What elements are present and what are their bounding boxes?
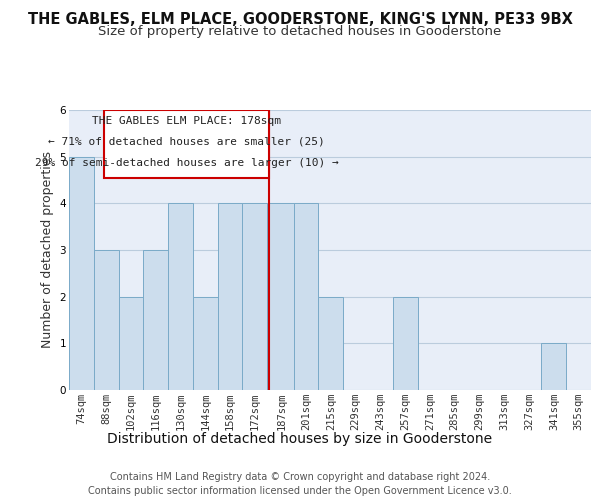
Text: Distribution of detached houses by size in Gooderstone: Distribution of detached houses by size … bbox=[107, 432, 493, 446]
Text: THE GABLES ELM PLACE: 178sqm: THE GABLES ELM PLACE: 178sqm bbox=[92, 116, 281, 126]
Bar bbox=[193, 296, 218, 390]
Bar bbox=[143, 250, 168, 390]
Bar bbox=[294, 204, 319, 390]
Bar bbox=[94, 250, 119, 390]
Text: 29% of semi-detached houses are larger (10) →: 29% of semi-detached houses are larger (… bbox=[35, 158, 338, 168]
Bar bbox=[104, 110, 269, 178]
Bar bbox=[393, 296, 418, 390]
Text: ← 71% of detached houses are smaller (25): ← 71% of detached houses are smaller (25… bbox=[48, 136, 325, 146]
Bar bbox=[269, 204, 294, 390]
Bar bbox=[242, 204, 267, 390]
Bar bbox=[319, 296, 343, 390]
Text: Size of property relative to detached houses in Gooderstone: Size of property relative to detached ho… bbox=[98, 25, 502, 38]
Text: Contains HM Land Registry data © Crown copyright and database right 2024.
Contai: Contains HM Land Registry data © Crown c… bbox=[88, 472, 512, 496]
Y-axis label: Number of detached properties: Number of detached properties bbox=[41, 152, 54, 348]
Bar bbox=[69, 156, 94, 390]
Bar bbox=[119, 296, 143, 390]
Bar bbox=[541, 344, 566, 390]
Bar bbox=[218, 204, 242, 390]
Bar bbox=[168, 204, 193, 390]
Text: THE GABLES, ELM PLACE, GOODERSTONE, KING'S LYNN, PE33 9BX: THE GABLES, ELM PLACE, GOODERSTONE, KING… bbox=[28, 12, 572, 28]
